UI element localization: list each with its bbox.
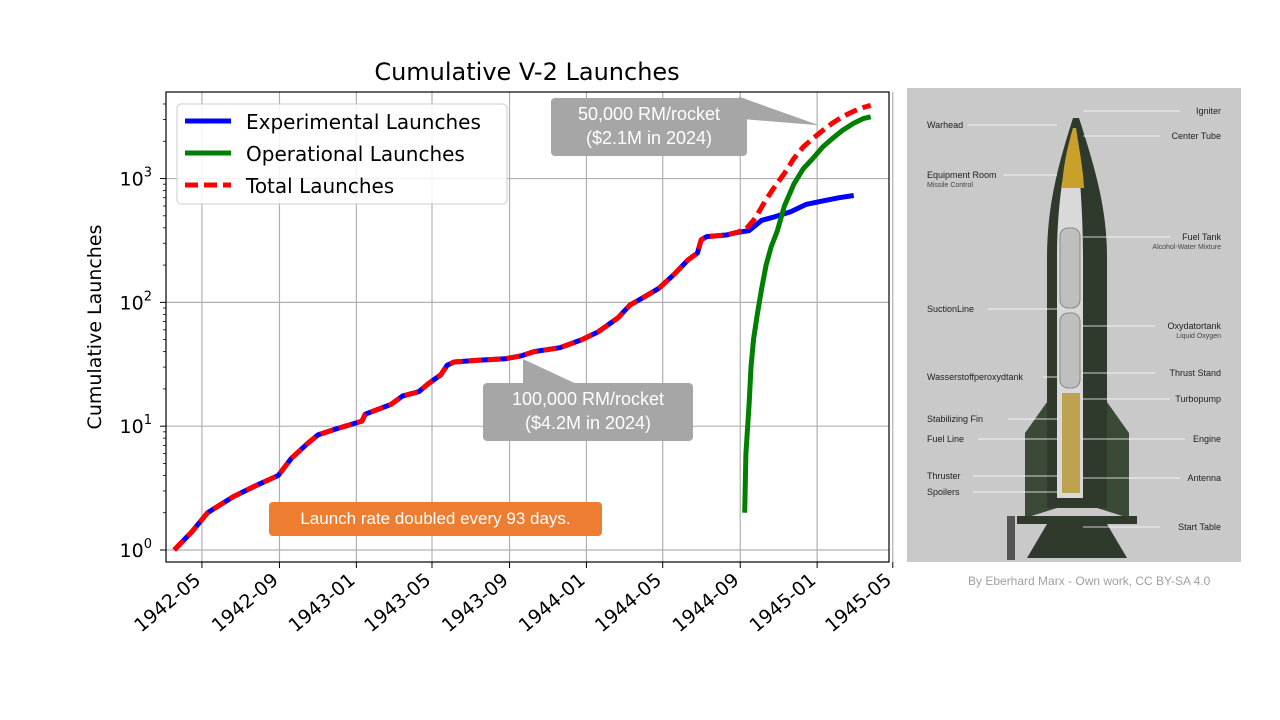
x-tick-label: 1943-01 <box>285 569 360 637</box>
x-tick-label: 1943-05 <box>360 569 435 637</box>
rocket-warhead <box>1062 128 1084 188</box>
x-tick-label: 1942-09 <box>208 569 283 637</box>
x-tick-label: 1945-05 <box>821 569 896 637</box>
rocket-label: Fuel Line <box>927 434 964 444</box>
cost-callout-experimental: 100,000 RM/rocket ($4.2M in 2024) <box>483 359 693 441</box>
human-figure <box>1007 516 1015 560</box>
x-tick-label: 1944-01 <box>515 569 590 637</box>
grid <box>166 92 894 562</box>
legend-box <box>176 103 508 205</box>
legend-label-total: Total Launches <box>245 174 394 198</box>
rocket-engine-bay <box>1062 393 1080 493</box>
y-tick-label: 103 <box>120 166 152 191</box>
rocket-fuel-tank <box>1059 227 1081 309</box>
rocket-label: Stabilizing Fin <box>927 414 983 424</box>
rocket-sublabel: Alcohol-Water Mixture <box>1152 244 1221 251</box>
rocket-illustration: Warhead Equipment Room Missile Control Suct… <box>927 106 1221 560</box>
rocket-cutaway-image: Warhead Equipment Room Missile Control Suct… <box>907 88 1241 562</box>
legend: Experimental Launches Operational Launch… <box>176 103 508 205</box>
rocket-label: Igniter <box>1196 106 1221 116</box>
x-tick-label: 1943-09 <box>438 569 513 637</box>
rocket-label: SuctionLine <box>927 304 974 314</box>
callout-line-1: 100,000 RM/rocket <box>511 389 665 409</box>
rocket-sublabel: Missile Control <box>927 182 973 189</box>
rocket-sublabel: Liquid Oxygen <box>1176 333 1221 340</box>
callout-pointer <box>523 359 583 387</box>
callout-line-1: 50,000 RM/rocket <box>577 104 721 124</box>
y-axis-label: Cumulative Launches <box>84 225 106 430</box>
rocket-oxidizer-tank <box>1059 312 1081 389</box>
rocket-labels: Warhead Equipment Room Missile Control Suct… <box>927 106 1221 532</box>
x-tick-label: 1942-05 <box>130 569 205 637</box>
x-tick-label: 1944-05 <box>591 569 666 637</box>
rocket-label: Turbopump <box>1175 394 1221 404</box>
plot-frame <box>165 91 890 563</box>
series-layer <box>172 102 872 552</box>
rocket-label: Center Tube <box>1171 131 1221 141</box>
chart-title: Cumulative V-2 Launches <box>374 58 679 86</box>
launch-rate-note: Launch rate doubled every 93 days. <box>269 502 602 536</box>
series-operational-line <box>742 114 872 513</box>
callout-line-2: ($2.1M in 2024) <box>585 128 713 148</box>
rocket-label: Antenna <box>1187 473 1221 483</box>
rocket-label: Thrust Stand <box>1169 368 1221 378</box>
callout-line-2: ($4.2M in 2024) <box>524 413 652 433</box>
rocket-label: Equipment Room <box>927 170 997 180</box>
rocket-label: Wasserstoffperoxydtank <box>927 372 1024 382</box>
cost-callout-operational: 50,000 RM/rocket ($2.1M in 2024) <box>551 96 819 156</box>
rocket-label: Start Table <box>1178 522 1221 532</box>
rocket-label: Oxydatortank <box>1167 321 1221 331</box>
x-tick-label: 1944-09 <box>668 569 743 637</box>
rocket-label: Thruster <box>927 471 961 481</box>
rocket-label: Spoilers <box>927 487 960 497</box>
rocket-label: Engine <box>1193 434 1221 444</box>
y-tick-label: 101 <box>120 413 152 438</box>
start-table-base <box>1027 524 1127 558</box>
chart: 1942-05 1942-09 1943-01 1943-05 1943-09 1944-… <box>84 58 896 637</box>
rocket-label: Fuel Tank <box>1182 232 1221 242</box>
rocket-label: Warhead <box>927 120 963 130</box>
y-tick-label: 102 <box>120 289 152 314</box>
x-tick-label: 1945-01 <box>745 569 820 637</box>
legend-label-operational: Operational Launches <box>246 142 465 166</box>
y-tick-label: 100 <box>120 537 152 562</box>
series-total-line <box>172 102 872 552</box>
start-table <box>1017 516 1137 524</box>
legend-label-experimental: Experimental Launches <box>246 110 481 134</box>
image-credit: By Eberhard Marx - Own work, CC BY-SA 4.… <box>968 574 1211 588</box>
